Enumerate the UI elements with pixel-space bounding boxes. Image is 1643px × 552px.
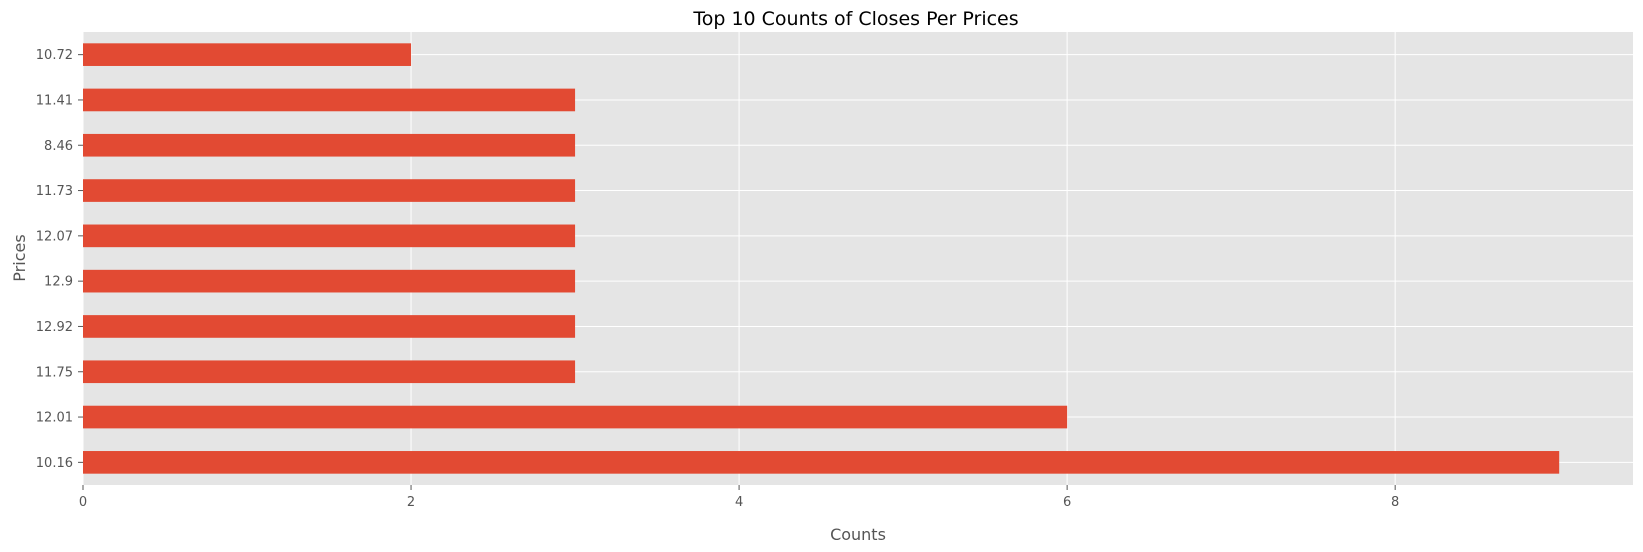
y-axis-ticks: 10.72 11.41 8.46 11.73 12.07 12.9 12.92 11.75 12…: [36, 48, 83, 471]
y-tick-label: 12.01: [36, 411, 73, 426]
y-tick-label: 10.16: [36, 456, 73, 471]
bars: [83, 43, 1560, 474]
bar-11.75: [83, 360, 576, 384]
x-tick-label: 0: [79, 495, 87, 510]
y-tick-label: 11.75: [36, 365, 73, 380]
y-tick-label: 10.72: [36, 48, 73, 63]
chart-title: Top 10 Counts of Closes Per Prices: [692, 8, 1018, 30]
x-tick-label: 6: [1063, 495, 1071, 510]
x-axis-ticks: 0 2 4 6 8: [79, 485, 1399, 510]
bar-12.07: [83, 224, 576, 248]
y-tick-label: 11.73: [36, 184, 73, 199]
x-tick-label: 4: [735, 495, 743, 510]
bar-12.92: [83, 315, 576, 338]
y-tick-label: 12.92: [36, 320, 73, 335]
y-tick-label: 12.9: [44, 275, 73, 290]
x-axis-label: Counts: [830, 525, 886, 544]
y-tick-label: 12.07: [36, 229, 73, 244]
bar-10.16: [83, 451, 1560, 474]
bar-8.46: [83, 133, 576, 157]
y-tick-label: 11.41: [36, 93, 73, 108]
x-tick-label: 8: [1391, 495, 1399, 510]
y-tick-label: 8.46: [44, 139, 73, 154]
x-tick-label: 2: [407, 495, 415, 510]
bar-12.9: [83, 269, 576, 293]
bar-11.41: [83, 88, 576, 112]
y-axis-label: Prices: [10, 234, 29, 281]
bar-12.01: [83, 405, 1068, 429]
bar-10.72: [83, 43, 412, 66]
bar-11.73: [83, 179, 576, 202]
